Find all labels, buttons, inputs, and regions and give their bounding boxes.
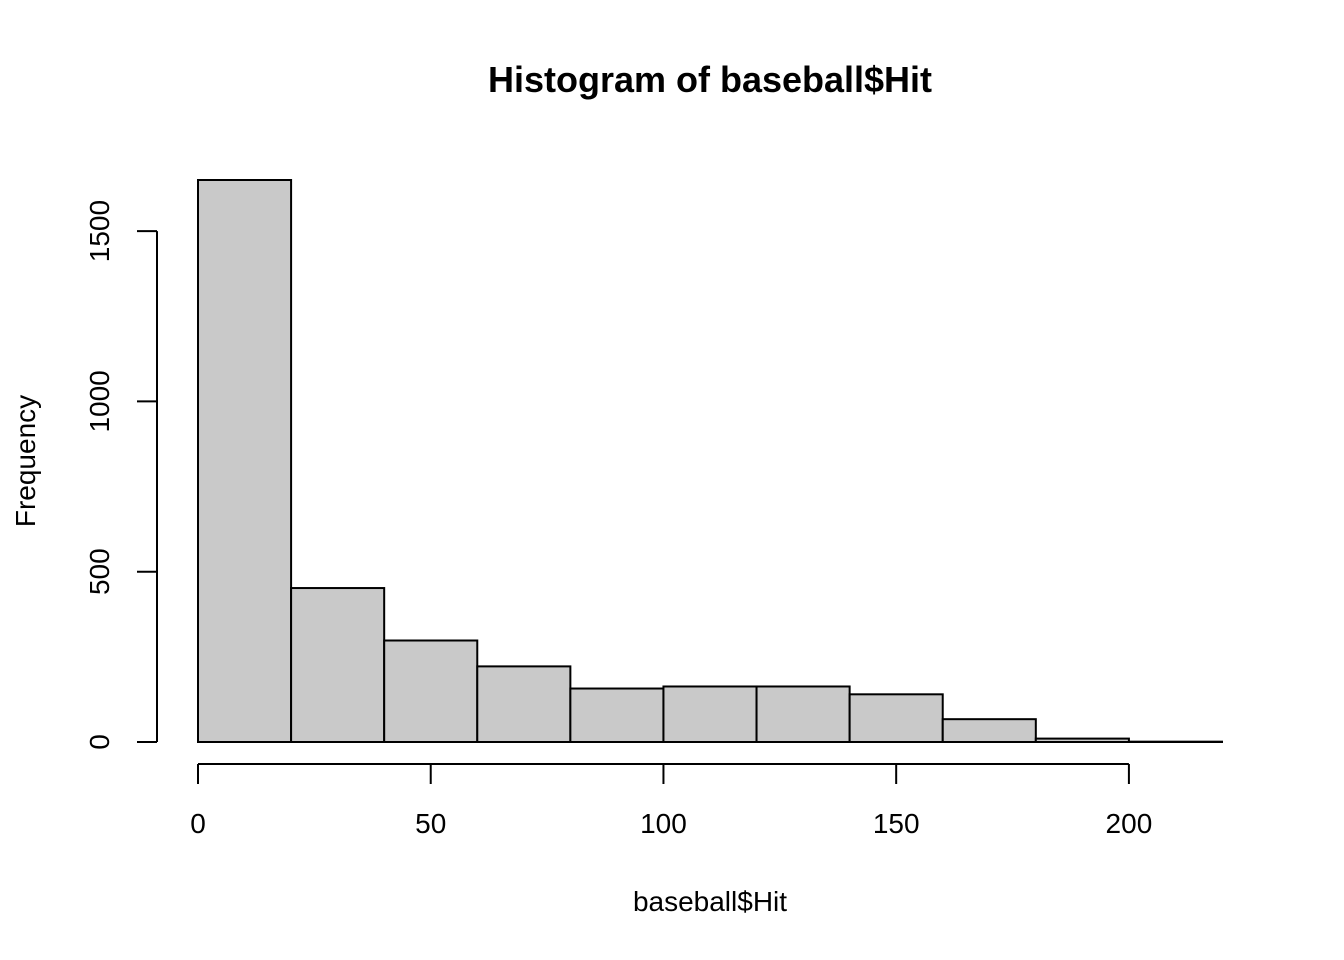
x-tick-label-150: 150 <box>873 808 920 839</box>
histogram-bar-7 <box>848 693 944 743</box>
histogram-bar-1 <box>290 587 386 744</box>
y-tick-label-1000: 1000 <box>84 370 115 432</box>
histogram-bar-4 <box>569 687 665 743</box>
x-tick-label-200: 200 <box>1106 808 1153 839</box>
histogram-bar-6 <box>755 685 851 743</box>
histogram-bar-0 <box>197 179 293 743</box>
histogram-bar-9 <box>1034 737 1130 743</box>
x-tick-label-100: 100 <box>640 808 687 839</box>
y-tick-label-0: 0 <box>84 734 115 750</box>
y-tick-label-500: 500 <box>84 548 115 595</box>
x-axis: 0 50 100 150 200 <box>190 763 1153 839</box>
histogram-bar-2 <box>383 639 479 743</box>
y-tick-label-1500: 1500 <box>84 200 115 262</box>
y-axis-label: Frequency <box>10 395 41 527</box>
x-tick-label-50: 50 <box>415 808 446 839</box>
chart-title: Histogram of baseball$Hit <box>488 59 932 100</box>
y-axis: 0 500 1000 1500 <box>84 200 158 750</box>
histogram-bar-5 <box>662 685 758 743</box>
x-axis-label: baseball$Hit <box>633 886 787 917</box>
histogram-bar-8 <box>941 718 1037 743</box>
histogram-bar-3 <box>476 665 572 743</box>
bars-group <box>197 179 1223 744</box>
x-tick-label-0: 0 <box>190 808 206 839</box>
